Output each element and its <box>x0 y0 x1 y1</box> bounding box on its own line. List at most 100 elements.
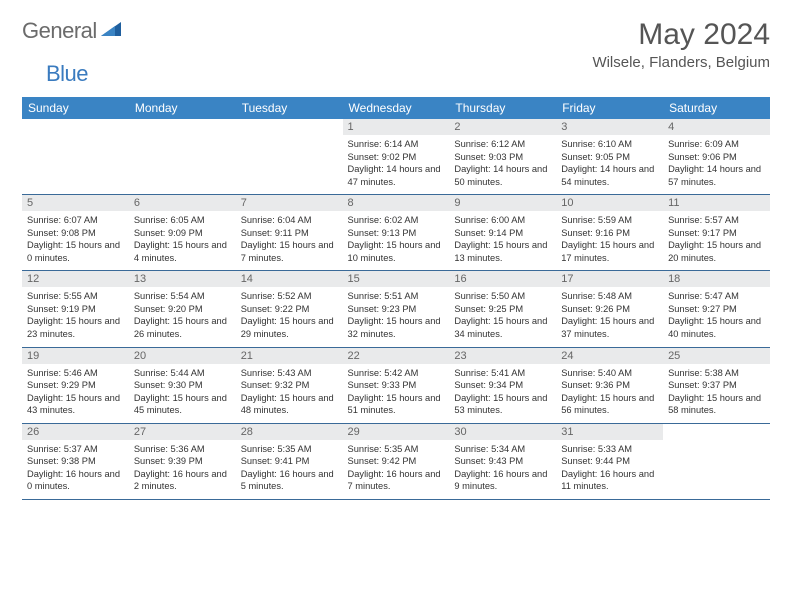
calendar-day-cell: 5Sunrise: 6:07 AMSunset: 9:08 PMDaylight… <box>22 195 129 271</box>
day-number: 18 <box>663 271 770 287</box>
day-number: 24 <box>556 348 663 364</box>
day-content: Sunrise: 5:40 AMSunset: 9:36 PMDaylight:… <box>556 364 663 423</box>
calendar-day-cell: 13Sunrise: 5:54 AMSunset: 9:20 PMDayligh… <box>129 271 236 347</box>
calendar-table: SundayMondayTuesdayWednesdayThursdayFrid… <box>22 97 770 500</box>
day-number: 27 <box>129 424 236 440</box>
calendar-day-cell: 15Sunrise: 5:51 AMSunset: 9:23 PMDayligh… <box>343 271 450 347</box>
day-content: Sunrise: 5:46 AMSunset: 9:29 PMDaylight:… <box>22 364 129 423</box>
day-number: 11 <box>663 195 770 211</box>
day-number: 28 <box>236 424 343 440</box>
day-content: Sunrise: 6:14 AMSunset: 9:02 PMDaylight:… <box>343 135 450 194</box>
calendar-body: . . . 1Sunrise: 6:14 AMSunset: 9:02 PMDa… <box>22 119 770 499</box>
calendar-day-cell: 14Sunrise: 5:52 AMSunset: 9:22 PMDayligh… <box>236 271 343 347</box>
calendar-day-cell: 3Sunrise: 6:10 AMSunset: 9:05 PMDaylight… <box>556 119 663 195</box>
calendar-week-row: 19Sunrise: 5:46 AMSunset: 9:29 PMDayligh… <box>22 347 770 423</box>
day-number: 9 <box>449 195 556 211</box>
calendar-day-cell: 22Sunrise: 5:42 AMSunset: 9:33 PMDayligh… <box>343 347 450 423</box>
day-content: Sunrise: 5:47 AMSunset: 9:27 PMDaylight:… <box>663 287 770 346</box>
day-number: 2 <box>449 119 556 135</box>
day-number: 17 <box>556 271 663 287</box>
calendar-day-cell: 28Sunrise: 5:35 AMSunset: 9:41 PMDayligh… <box>236 423 343 499</box>
day-content: Sunrise: 6:00 AMSunset: 9:14 PMDaylight:… <box>449 211 556 270</box>
logo: General <box>22 18 125 44</box>
day-number: 7 <box>236 195 343 211</box>
day-content: Sunrise: 6:12 AMSunset: 9:03 PMDaylight:… <box>449 135 556 194</box>
calendar-day-cell: 16Sunrise: 5:50 AMSunset: 9:25 PMDayligh… <box>449 271 556 347</box>
day-content: Sunrise: 5:33 AMSunset: 9:44 PMDaylight:… <box>556 440 663 499</box>
weekday-header: Wednesday <box>343 97 450 119</box>
calendar-day-cell: . <box>663 423 770 499</box>
day-content: Sunrise: 6:02 AMSunset: 9:13 PMDaylight:… <box>343 211 450 270</box>
calendar-day-cell: 7Sunrise: 6:04 AMSunset: 9:11 PMDaylight… <box>236 195 343 271</box>
weekday-header: Friday <box>556 97 663 119</box>
calendar-day-cell: 19Sunrise: 5:46 AMSunset: 9:29 PMDayligh… <box>22 347 129 423</box>
calendar-day-cell: 17Sunrise: 5:48 AMSunset: 9:26 PMDayligh… <box>556 271 663 347</box>
day-number: 21 <box>236 348 343 364</box>
day-content: Sunrise: 6:09 AMSunset: 9:06 PMDaylight:… <box>663 135 770 194</box>
day-number: 14 <box>236 271 343 287</box>
calendar-header-row: SundayMondayTuesdayWednesdayThursdayFrid… <box>22 97 770 119</box>
weekday-header: Thursday <box>449 97 556 119</box>
calendar-day-cell: 10Sunrise: 5:59 AMSunset: 9:16 PMDayligh… <box>556 195 663 271</box>
day-content: Sunrise: 5:57 AMSunset: 9:17 PMDaylight:… <box>663 211 770 270</box>
calendar-week-row: . . . 1Sunrise: 6:14 AMSunset: 9:02 PMDa… <box>22 119 770 195</box>
calendar-week-row: 5Sunrise: 6:07 AMSunset: 9:08 PMDaylight… <box>22 195 770 271</box>
day-number: 29 <box>343 424 450 440</box>
day-content: Sunrise: 5:41 AMSunset: 9:34 PMDaylight:… <box>449 364 556 423</box>
day-number: 23 <box>449 348 556 364</box>
day-number: 16 <box>449 271 556 287</box>
calendar-day-cell: 27Sunrise: 5:36 AMSunset: 9:39 PMDayligh… <box>129 423 236 499</box>
logo-text-general: General <box>22 18 97 44</box>
day-number: 26 <box>22 424 129 440</box>
day-content: Sunrise: 5:44 AMSunset: 9:30 PMDaylight:… <box>129 364 236 423</box>
calendar-day-cell: 29Sunrise: 5:35 AMSunset: 9:42 PMDayligh… <box>343 423 450 499</box>
month-title: May 2024 <box>592 18 770 52</box>
day-content: Sunrise: 5:35 AMSunset: 9:41 PMDaylight:… <box>236 440 343 499</box>
logo-text-blue: Blue <box>46 61 88 87</box>
day-number: 8 <box>343 195 450 211</box>
day-content: Sunrise: 5:42 AMSunset: 9:33 PMDaylight:… <box>343 364 450 423</box>
day-number: 31 <box>556 424 663 440</box>
calendar-day-cell: 25Sunrise: 5:38 AMSunset: 9:37 PMDayligh… <box>663 347 770 423</box>
day-content: Sunrise: 5:51 AMSunset: 9:23 PMDaylight:… <box>343 287 450 346</box>
triangle-icon <box>101 20 123 43</box>
day-content: Sunrise: 5:59 AMSunset: 9:16 PMDaylight:… <box>556 211 663 270</box>
weekday-header: Tuesday <box>236 97 343 119</box>
calendar-day-cell: 30Sunrise: 5:34 AMSunset: 9:43 PMDayligh… <box>449 423 556 499</box>
day-content: Sunrise: 5:52 AMSunset: 9:22 PMDaylight:… <box>236 287 343 346</box>
day-content: Sunrise: 5:54 AMSunset: 9:20 PMDaylight:… <box>129 287 236 346</box>
calendar-day-cell: 18Sunrise: 5:47 AMSunset: 9:27 PMDayligh… <box>663 271 770 347</box>
location: Wilsele, Flanders, Belgium <box>592 54 770 71</box>
calendar-day-cell: . <box>236 119 343 195</box>
calendar-day-cell: 24Sunrise: 5:40 AMSunset: 9:36 PMDayligh… <box>556 347 663 423</box>
day-content: Sunrise: 5:37 AMSunset: 9:38 PMDaylight:… <box>22 440 129 499</box>
day-number: 13 <box>129 271 236 287</box>
day-number: 10 <box>556 195 663 211</box>
calendar-day-cell: 12Sunrise: 5:55 AMSunset: 9:19 PMDayligh… <box>22 271 129 347</box>
calendar-day-cell: 11Sunrise: 5:57 AMSunset: 9:17 PMDayligh… <box>663 195 770 271</box>
day-content: Sunrise: 5:55 AMSunset: 9:19 PMDaylight:… <box>22 287 129 346</box>
day-content: Sunrise: 5:34 AMSunset: 9:43 PMDaylight:… <box>449 440 556 499</box>
weekday-header: Monday <box>129 97 236 119</box>
day-content: Sunrise: 6:10 AMSunset: 9:05 PMDaylight:… <box>556 135 663 194</box>
calendar-day-cell: 31Sunrise: 5:33 AMSunset: 9:44 PMDayligh… <box>556 423 663 499</box>
calendar-day-cell: 6Sunrise: 6:05 AMSunset: 9:09 PMDaylight… <box>129 195 236 271</box>
day-content: Sunrise: 6:05 AMSunset: 9:09 PMDaylight:… <box>129 211 236 270</box>
calendar-day-cell: 1Sunrise: 6:14 AMSunset: 9:02 PMDaylight… <box>343 119 450 195</box>
day-content: Sunrise: 5:35 AMSunset: 9:42 PMDaylight:… <box>343 440 450 499</box>
day-content: Sunrise: 5:48 AMSunset: 9:26 PMDaylight:… <box>556 287 663 346</box>
calendar-week-row: 12Sunrise: 5:55 AMSunset: 9:19 PMDayligh… <box>22 271 770 347</box>
day-number: 20 <box>129 348 236 364</box>
calendar-day-cell: 21Sunrise: 5:43 AMSunset: 9:32 PMDayligh… <box>236 347 343 423</box>
day-number: 3 <box>556 119 663 135</box>
day-number: 6 <box>129 195 236 211</box>
day-number: 19 <box>22 348 129 364</box>
day-number: 30 <box>449 424 556 440</box>
day-content: Sunrise: 5:36 AMSunset: 9:39 PMDaylight:… <box>129 440 236 499</box>
day-number: 22 <box>343 348 450 364</box>
calendar-day-cell: 23Sunrise: 5:41 AMSunset: 9:34 PMDayligh… <box>449 347 556 423</box>
day-content: Sunrise: 5:43 AMSunset: 9:32 PMDaylight:… <box>236 364 343 423</box>
day-content: Sunrise: 6:04 AMSunset: 9:11 PMDaylight:… <box>236 211 343 270</box>
day-number: 1 <box>343 119 450 135</box>
calendar-day-cell: 4Sunrise: 6:09 AMSunset: 9:06 PMDaylight… <box>663 119 770 195</box>
